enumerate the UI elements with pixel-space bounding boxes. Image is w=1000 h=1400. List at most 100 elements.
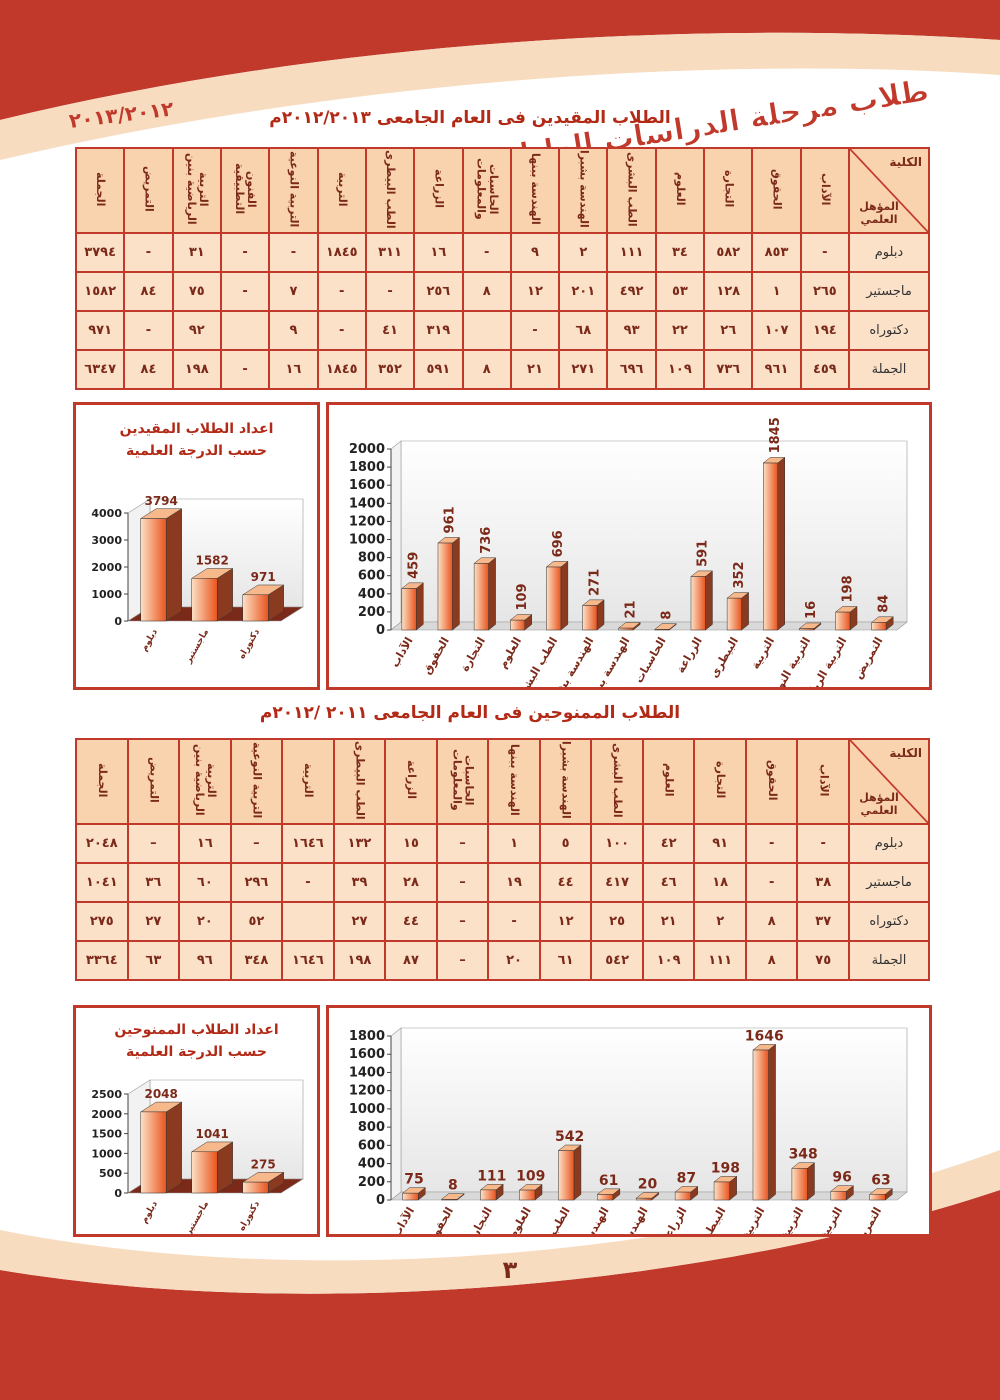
row-label: دكتوراه xyxy=(848,901,930,942)
bar xyxy=(726,597,742,631)
column-header-text: الآداب xyxy=(818,172,832,206)
column-header-text: الهندسة ببنها xyxy=(508,744,522,816)
value-label: 84 xyxy=(876,595,891,613)
table-cell: ٤٤ xyxy=(538,862,593,903)
bar-side xyxy=(768,1043,776,1201)
x-tick-label: دكتوراه xyxy=(237,627,262,661)
y-tick-label: 800 xyxy=(358,551,385,566)
table-cell: – xyxy=(435,901,490,942)
column-header: الطب البيطرى xyxy=(332,738,387,825)
table-cell: ٢٢ xyxy=(654,310,706,351)
table-cell: ٤١ xyxy=(364,310,416,351)
table-cell: ٦١ xyxy=(538,940,593,981)
column-header: الآداب xyxy=(799,147,851,234)
value-label: 96 xyxy=(832,1170,851,1186)
table-cell: – xyxy=(435,862,490,903)
table-cell: ٣٤ xyxy=(654,232,706,273)
table-cell: ١٩٨ xyxy=(332,940,387,981)
table-cell: - xyxy=(219,232,271,273)
column-header-text: الزراعة xyxy=(432,169,446,209)
value-label: 542 xyxy=(555,1129,584,1145)
column-header: الهندسة ببنها xyxy=(509,147,561,234)
table-cell: ٩١ xyxy=(693,823,747,864)
value-label: 1646 xyxy=(745,1028,784,1044)
table-cell: ١٦ xyxy=(413,232,464,273)
x-tick-label: التربية xyxy=(739,1205,768,1234)
table-cell: - xyxy=(509,310,561,351)
top-band xyxy=(0,0,1000,120)
chart-subtitle: حسب الدرجة العلمية xyxy=(126,1044,267,1060)
value-label: 61 xyxy=(599,1173,618,1189)
bar xyxy=(582,605,598,631)
bar-side xyxy=(166,1101,182,1194)
row-label: ماجستير xyxy=(848,271,930,312)
x-tick-label: الآداب xyxy=(388,635,415,670)
column-header-text: التمريض xyxy=(147,757,161,803)
table-cell: ٧ xyxy=(268,271,319,312)
table-cell: - xyxy=(744,823,799,864)
bar xyxy=(242,1181,269,1194)
value-label: 961 xyxy=(443,506,458,533)
x-tick-label: التجارة xyxy=(465,1205,495,1234)
table-cell: ١٩ xyxy=(487,862,541,903)
y-tick-label: 0 xyxy=(114,1187,122,1200)
column-header-text: التمريض xyxy=(142,166,156,212)
y-tick-label: 600 xyxy=(358,569,385,584)
chart-box: 0 200 400 600 800 1000 1200 1400 1600 1800 2000 459… xyxy=(326,402,932,690)
bar xyxy=(791,1168,808,1201)
header-row: الكلية المؤهل العلمي الآداب الحقوق التجارة ال… xyxy=(74,147,930,234)
row-label: دكتوراه xyxy=(848,310,930,351)
table-cell: ١١١ xyxy=(693,940,747,981)
y-tick-label: 1800 xyxy=(349,460,385,475)
column-header: الحقوق xyxy=(744,738,799,825)
column-header: الهندسة ببنها xyxy=(487,738,541,825)
x-tick-label: دبلوم xyxy=(139,1199,160,1225)
column-header-text: الهندسة ببنها xyxy=(529,153,543,225)
table-cell: ١٠٤١ xyxy=(75,862,129,903)
table-row: الجملة ٤٥٩ ٩٦١ ٧٣٦ ١٠٩ ٦٩٦ ٢٧١ ٢١ ٨ ٥٩١ ٣٥٢ ١٨٤٥ ١٦-… xyxy=(74,349,930,390)
bar-side xyxy=(807,1162,815,1201)
y-tick-label: 1400 xyxy=(349,1065,385,1080)
x-tick-label: التمريض xyxy=(851,635,885,681)
value-label: 591 xyxy=(696,540,711,567)
y-tick-label: 1500 xyxy=(91,1128,122,1141)
table-cell: ٤٥٩ xyxy=(799,349,851,390)
table-cell: - xyxy=(364,271,416,312)
bar xyxy=(437,542,453,631)
bar xyxy=(635,1197,653,1201)
column-header: الجملة xyxy=(74,147,126,234)
table-cell: ٦٨ xyxy=(558,310,609,351)
bar xyxy=(763,462,778,631)
y-tick-label: 200 xyxy=(358,605,385,620)
table-cell: ٢٥ xyxy=(590,901,644,942)
y-tick-label: 200 xyxy=(358,1175,385,1190)
bar xyxy=(752,1049,769,1201)
table-cell: ١٢٨ xyxy=(703,271,754,312)
x-tick-label: الحقوق xyxy=(424,1205,456,1234)
table-cell: ٣٤٨ xyxy=(229,940,284,981)
column-header: التمريض xyxy=(126,738,181,825)
table-cell: ١٠٧ xyxy=(751,310,802,351)
bar xyxy=(140,1111,167,1194)
table-cell: ٦٩٦ xyxy=(606,349,657,390)
table-row: دبلوم - -٩١ ٤٢ ١٠٠ ٥ ١–١٥ ١٣٢ ١٦٤٦–١٦–٢٠٤٨ xyxy=(75,823,930,864)
table-cell: ٥ xyxy=(538,823,593,864)
table: الكلية المؤهل العلمي الآداب الحقوق التجارة ال… xyxy=(74,147,930,390)
column-header: التربية xyxy=(316,147,367,234)
y-tick-label: 0 xyxy=(376,623,385,638)
table-cell: ٢ xyxy=(693,901,747,942)
table-cell: ٨٤ xyxy=(123,271,174,312)
column-header-text: الحقوق xyxy=(770,168,784,210)
table-cell: ٢٩٦ xyxy=(229,862,284,903)
y-tick-label: 1800 xyxy=(349,1029,385,1044)
table-row: ماجستير ٣٨-١٨ ٤٦ ٤١٧ ٤٤ ١٩–٢٨ ٣٩-٢٩٦ ٦٠ ٣٦ ١٠٤١ xyxy=(75,862,930,903)
bar-side xyxy=(166,508,182,622)
table-row: دكتوراه ١٩٤ ١٠٧ ٢٦ ٢٢ ٩٣ ٦٨-٣١٩ ٤١-٩ ٩٢-٩٧١ xyxy=(74,310,930,351)
table-cell: ٧٣٦ xyxy=(703,349,754,390)
column-header-text: التربية النوعية xyxy=(287,150,301,228)
bar xyxy=(480,1189,497,1201)
value-label: 352 xyxy=(732,561,747,588)
bar-side xyxy=(741,592,749,631)
y-tick-label: 1400 xyxy=(349,496,385,511)
table-cell: ٨٥٣ xyxy=(751,232,802,273)
